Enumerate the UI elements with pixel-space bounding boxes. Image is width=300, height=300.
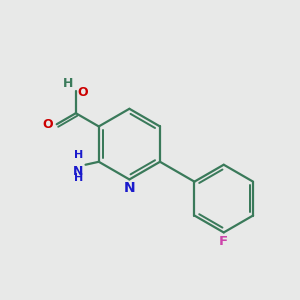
Text: O: O [43, 118, 53, 131]
Text: H: H [74, 150, 83, 160]
Text: N: N [124, 181, 135, 195]
Text: O: O [77, 86, 88, 99]
Text: N: N [73, 165, 83, 178]
Text: H: H [63, 76, 74, 90]
Text: H: H [74, 173, 83, 183]
Text: F: F [219, 235, 228, 248]
